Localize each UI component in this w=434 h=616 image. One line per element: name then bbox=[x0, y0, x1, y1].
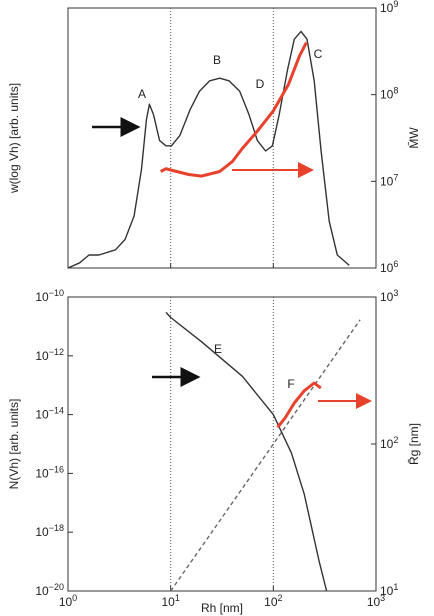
y2-tick-label: 102 bbox=[380, 435, 398, 451]
y2-axis-label: R̄g [nm] bbox=[407, 423, 421, 465]
y2-tick-label: 106 bbox=[380, 259, 398, 275]
y2-tick-label: 103 bbox=[380, 288, 398, 304]
y-axis-label: N(Vh) [arb. units] bbox=[7, 399, 21, 490]
plot-frame bbox=[67, 7, 377, 269]
annotation: B bbox=[213, 53, 221, 67]
y-tick-label: 10−10 bbox=[35, 288, 64, 304]
y2-tick-label: 107 bbox=[380, 172, 398, 188]
x-tick-label: 101 bbox=[161, 593, 179, 609]
x-tick-label: 102 bbox=[264, 593, 282, 609]
y-axis-label: w(log Vh) [arb. units] bbox=[7, 83, 21, 194]
y-tick-label: 10−14 bbox=[35, 406, 64, 422]
annotation: A bbox=[138, 87, 146, 101]
y2-axis-label: M̄W bbox=[407, 127, 421, 149]
x-tick-label: 103 bbox=[367, 593, 385, 609]
y2-tick-label: 108 bbox=[380, 86, 398, 102]
annotation: F bbox=[287, 377, 294, 391]
y-tick-label: 10−20 bbox=[35, 582, 64, 598]
annotation: E bbox=[214, 342, 222, 356]
annotation: C bbox=[314, 47, 323, 61]
series-line bbox=[276, 381, 322, 429]
x-axis-label: Rh [nm] bbox=[201, 601, 243, 615]
series-line bbox=[159, 41, 308, 178]
series-line bbox=[67, 30, 350, 269]
y-tick-label: 10−16 bbox=[35, 464, 64, 480]
y-tick-label: 10−18 bbox=[35, 523, 64, 539]
annotation: D bbox=[256, 77, 265, 91]
y2-tick-label: 101 bbox=[380, 582, 398, 598]
series-line bbox=[170, 319, 361, 592]
x-tick-label: 100 bbox=[59, 593, 77, 609]
y2-tick-label: 109 bbox=[380, 0, 398, 15]
series-line bbox=[165, 311, 328, 592]
y-tick-label: 10−12 bbox=[35, 347, 64, 363]
